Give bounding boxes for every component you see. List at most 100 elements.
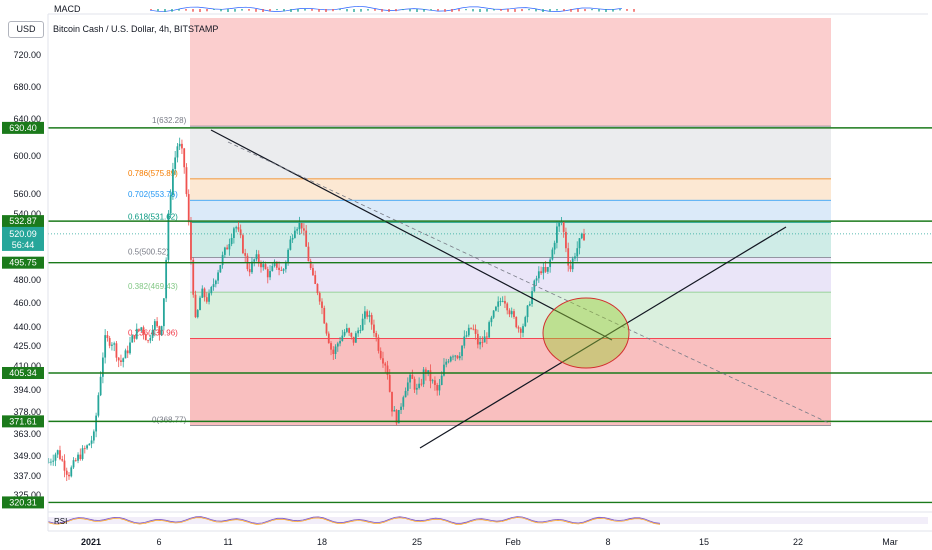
macd-histogram-bar [395,9,397,12]
fib-zone [190,200,831,223]
candle-body [296,229,299,231]
macd-histogram-bar [164,9,166,12]
candle-body [544,267,547,272]
candle-body [226,247,229,250]
candle-body [81,448,84,460]
candle-body [427,370,430,374]
rsi-indicator-label[interactable]: RSI [54,517,68,526]
candle-body [300,222,303,229]
macd-histogram-bar [157,9,159,12]
candle-body [350,332,353,337]
candle-body [366,311,369,317]
candle-body [95,415,98,432]
candle-body [124,350,127,359]
dashed-trend-extension[interactable] [227,141,832,425]
time-tick-label: 22 [793,537,803,547]
candle-body [576,248,579,257]
candle-body [230,237,233,245]
candle-body [431,380,434,382]
macd-histogram-bar [528,9,530,11]
candle-body [420,383,423,385]
macd-histogram-bar [339,9,341,11]
candle-body [50,461,52,463]
fib-zone [190,178,831,201]
macd-histogram-bar [311,9,313,11]
macd-histogram-bar [325,9,327,12]
macd-histogram-bar [416,9,418,12]
macd-histogram-bar [150,9,152,10]
candle-body [101,357,104,377]
candle-body [422,369,425,385]
candle-body [560,222,563,223]
macd-histogram-bar [598,9,600,12]
candle-body [88,443,91,446]
candle-body [138,328,140,330]
candle-body [219,265,222,273]
candle-body [395,410,398,424]
candle-body [111,344,113,346]
macd-histogram-bar [262,9,264,12]
ascending-trend-line[interactable] [419,226,787,449]
macd-histogram-bar [269,9,271,12]
candle-body [194,294,197,318]
candle-body [221,254,224,266]
candle-body [318,293,321,302]
candle-body [237,227,240,230]
price-axis[interactable] [0,14,48,531]
candle-body [113,343,116,345]
candle-body [117,357,120,361]
currency-button[interactable]: USD [8,21,44,38]
candle-body [122,358,125,362]
level-price-tag-label: 532.87 [9,216,37,226]
candle-body [528,304,531,306]
macd-histogram-bar [227,9,229,12]
candle-body [201,288,204,298]
candle-body [377,337,380,351]
candle-body [275,261,278,268]
macd-histogram-bar [402,9,404,11]
candle-body [212,284,215,288]
macd-pane [48,0,928,14]
candle-body [330,343,332,350]
level-price-tag-label: 630.40 [9,123,37,133]
candle-body [77,454,79,461]
candle-body [106,335,109,339]
candle-body [357,330,360,334]
candle-body [190,222,192,260]
fib-level-label: 0.382(469.43) [128,282,178,291]
fib-level-label: 1(632.28) [152,116,187,125]
macd-indicator-label[interactable]: MACD [54,4,81,14]
candle-body [445,361,448,365]
fib-extension-zone [190,18,831,127]
macd-histogram-bar [633,9,635,12]
candle-body [131,335,134,343]
candle-body [508,310,511,315]
macd-histogram-bar [542,9,544,12]
price-tick-label: 440.00 [13,322,41,332]
candle-body [251,261,253,273]
candle-body [151,330,154,338]
candle-body [59,450,61,460]
time-tick-label: 2021 [81,537,101,547]
macd-histogram-bar [465,9,467,11]
candle-body [488,322,491,338]
level-price-tag [2,496,44,509]
level-price-tag-label: 495.75 [9,258,37,268]
candle-body [373,324,375,334]
candle-body [244,253,247,256]
candle-body [284,261,287,270]
candle-body [321,301,323,308]
candle-body [278,267,280,271]
descending-trend-line[interactable] [210,129,613,341]
macd-histogram-bar [234,9,236,12]
macd-histogram-bar [178,9,180,11]
breakout-highlight-ellipse[interactable] [542,297,630,369]
macd-histogram-bar [206,9,208,12]
candle-body [470,327,472,329]
macd-histogram-bar [360,9,362,12]
candle-body [388,375,391,392]
macd-histogram-bar [332,9,334,12]
macd-histogram-bar [535,9,537,12]
candle-body [262,264,265,268]
